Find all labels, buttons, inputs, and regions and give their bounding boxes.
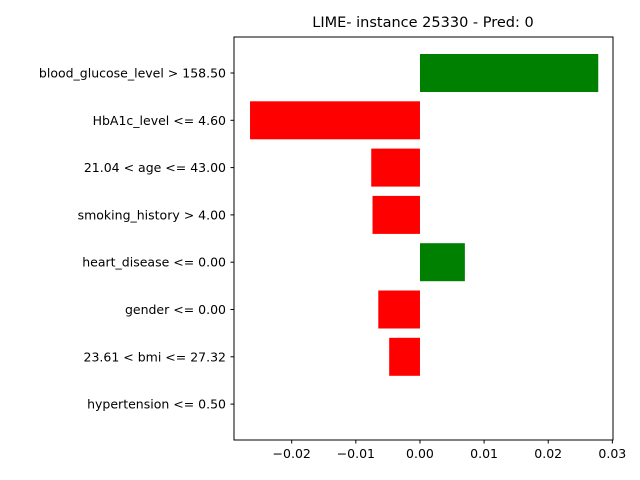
bar <box>419 54 599 92</box>
x-tick-label: 0.00 <box>406 446 434 461</box>
x-tick-label: −0.02 <box>273 446 311 461</box>
x-axis: −0.02 −0.01 0.00 0.01 0.02 0.03 <box>273 440 626 461</box>
x-tick-label: 0.02 <box>534 446 562 461</box>
x-tick-label: 0.01 <box>470 446 498 461</box>
bars-layer <box>250 54 599 376</box>
bar <box>419 243 465 282</box>
y-tick-label: 21.04 < age <= 43.00 <box>84 160 226 175</box>
bar <box>250 101 420 140</box>
bar <box>389 337 420 376</box>
plot-frame <box>233 36 614 441</box>
chart-title: LIME- instance 25330 - Pred: 0 <box>312 15 533 31</box>
bar <box>378 290 420 329</box>
y-tick-label: 23.61 < bmi <= 27.32 <box>84 349 226 364</box>
y-tick-label: heart_disease <= 0.00 <box>82 255 226 270</box>
y-tick-label: hypertension <= 0.50 <box>87 397 226 412</box>
y-tick-label: gender <= 0.00 <box>125 302 226 317</box>
y-tick-label: blood_glucose_level > 158.50 <box>39 66 226 81</box>
y-axis: blood_glucose_level > 158.50 HbA1c_level … <box>39 66 234 412</box>
x-tick-label: 0.03 <box>598 446 626 461</box>
x-tick-label: −0.01 <box>337 446 375 461</box>
bar <box>371 148 420 187</box>
y-tick-label: HbA1c_level <= 4.60 <box>93 113 226 128</box>
y-tick-label: smoking_history > 4.00 <box>78 207 226 222</box>
bar <box>372 195 420 234</box>
